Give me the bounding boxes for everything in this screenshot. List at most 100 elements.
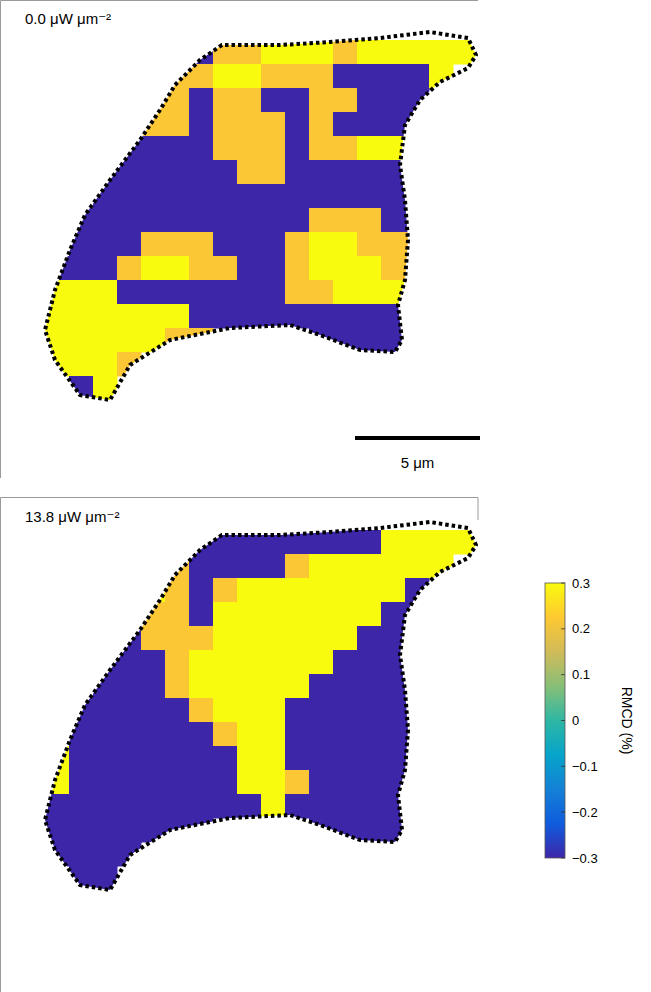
cell: [261, 674, 286, 699]
cell: [309, 208, 334, 233]
cell: [69, 794, 94, 819]
cell: [141, 794, 166, 819]
cell: [93, 794, 118, 819]
cell: [309, 626, 334, 651]
cell: [357, 256, 382, 281]
cell: [237, 136, 262, 161]
cell: [261, 770, 286, 795]
cell: [285, 578, 310, 603]
cell: [405, 112, 430, 137]
cell: [213, 256, 238, 281]
cell: [381, 256, 406, 281]
cell: [405, 280, 430, 305]
cell: [165, 674, 190, 699]
cell: [69, 722, 94, 747]
cell: [333, 794, 358, 819]
cell: [237, 722, 262, 747]
cell: [213, 770, 238, 795]
cell: [237, 160, 262, 185]
cell: [357, 40, 382, 65]
cell: [213, 208, 238, 233]
cell: [189, 256, 214, 281]
cell: [141, 256, 166, 281]
cell: [93, 746, 118, 771]
cell: [405, 256, 430, 281]
cell: [261, 698, 286, 723]
cell: [357, 746, 382, 771]
cell: [333, 626, 358, 651]
cell: [357, 626, 382, 651]
cell: [261, 88, 286, 113]
cell: [213, 722, 238, 747]
cell: [309, 232, 334, 257]
cell: [357, 280, 382, 305]
flake-outline: [45, 32, 476, 400]
cell: [381, 530, 406, 555]
cell: [141, 578, 166, 603]
cell: [237, 88, 262, 113]
cell: [93, 722, 118, 747]
cell: [333, 770, 358, 795]
cell: [93, 160, 118, 185]
cell: [141, 674, 166, 699]
cell: [381, 40, 406, 65]
cell: [309, 136, 334, 161]
cell: [261, 256, 286, 281]
cell: [357, 578, 382, 603]
cell: [93, 256, 118, 281]
cell: [165, 232, 190, 257]
colorbar-tick: [561, 812, 565, 813]
cell: [189, 698, 214, 723]
cell: [309, 112, 334, 137]
cell: [213, 64, 238, 89]
cell: [285, 184, 310, 209]
cell: [213, 304, 238, 329]
cell: [237, 578, 262, 603]
cell: [381, 698, 406, 723]
cell: [93, 352, 118, 377]
cell: [141, 650, 166, 675]
cell: [357, 770, 382, 795]
cell: [237, 184, 262, 209]
cell: [165, 112, 190, 137]
cell: [309, 746, 334, 771]
cell: [405, 88, 430, 113]
cell: [333, 64, 358, 89]
cell: [237, 280, 262, 305]
cell: [213, 578, 238, 603]
cell: [189, 554, 214, 579]
cell: [69, 256, 94, 281]
cell: [117, 722, 142, 747]
cell: [165, 626, 190, 651]
cell: [165, 722, 190, 747]
cell: [285, 88, 310, 113]
cell: [381, 112, 406, 137]
cell: [237, 746, 262, 771]
cell: [117, 304, 142, 329]
cell: [189, 232, 214, 257]
cell: [429, 554, 454, 579]
cell: [237, 770, 262, 795]
cell: [189, 328, 214, 353]
cell: [405, 40, 430, 65]
cell: [141, 280, 166, 305]
cell: [309, 64, 334, 89]
colorbar-tick-label: −0.3: [572, 851, 598, 866]
cell: [357, 112, 382, 137]
cell: [93, 328, 118, 353]
cell: [141, 184, 166, 209]
cell: [213, 674, 238, 699]
cell: [165, 256, 190, 281]
cell: [285, 64, 310, 89]
panel-title: 13.8 μW μm⁻²: [25, 508, 119, 525]
cell: [357, 674, 382, 699]
cell: [189, 602, 214, 627]
cell: [237, 602, 262, 627]
cell: [309, 280, 334, 305]
cell: [285, 602, 310, 627]
cell: [117, 626, 142, 651]
cell: [333, 722, 358, 747]
cell: [357, 232, 382, 257]
cell: [285, 554, 310, 579]
cell: [333, 554, 358, 579]
